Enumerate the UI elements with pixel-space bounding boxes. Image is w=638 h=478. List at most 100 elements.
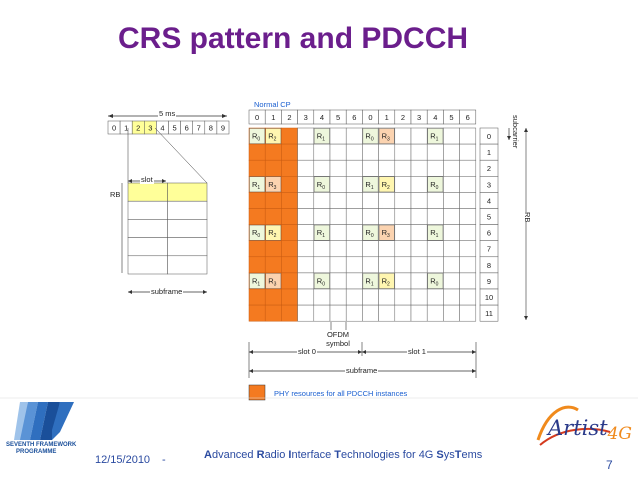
symbol-index-8: 1 — [385, 113, 389, 122]
slot1-arrow-left-head — [362, 350, 366, 354]
subcarrier-cell-11 — [479, 304, 499, 322]
subframe-index-3: 3 — [148, 124, 152, 133]
crs-label-15: R0 — [365, 228, 373, 239]
subframe-arrow-right-head — [203, 290, 207, 294]
rb-right-bracket-bottom-head — [524, 316, 528, 320]
subframe-index-6: 6 — [185, 124, 189, 133]
tagline-part-7: echnologies for 4G — [341, 449, 437, 461]
crs-cell-14 — [314, 224, 330, 241]
footer-tagline: Advanced Radio Interface Technologies fo… — [204, 449, 482, 461]
slide-title: CRS pattern and PDCCH — [118, 22, 469, 55]
subframe-cell-9 — [216, 120, 230, 135]
symbol-index-0: 0 — [255, 113, 259, 122]
tagline-part-1: dvanced — [211, 449, 257, 461]
crs-label-6: R1 — [252, 180, 260, 191]
symbol-index-10: 3 — [417, 113, 421, 122]
symbol-index-3: 3 — [304, 113, 308, 122]
rb-label-left: RB — [110, 190, 121, 199]
crs-cell-21 — [362, 273, 379, 289]
crs-label-23: R0 — [430, 276, 438, 287]
subframe-label-right: subframe — [345, 366, 379, 375]
subcarrier-arrow-head — [507, 136, 511, 140]
crs-label-8: R0 — [317, 180, 325, 191]
tagline-part-2: R — [256, 449, 265, 461]
span-arrow-right-head — [222, 114, 227, 118]
crs-label-13: R2 — [268, 228, 276, 239]
crs-cell-13 — [265, 224, 282, 241]
rb-cell-right-4 — [167, 255, 208, 275]
subcarrier-index-1: 1 — [487, 148, 491, 157]
symbol-index-4: 4 — [320, 113, 324, 122]
symbol-header-cell-13 — [459, 109, 477, 125]
crs-cell-22 — [378, 273, 395, 289]
symbol-index-12: 5 — [449, 113, 453, 122]
fp7-logo-icon — [14, 402, 74, 440]
guide-line-right — [154, 127, 208, 184]
crs-cell-5 — [427, 128, 444, 144]
fp7-logo-line2: PROGRAMME — [16, 449, 57, 455]
subframe-index-1: 1 — [124, 124, 128, 133]
crs-label-16: R3 — [382, 228, 390, 239]
artist4g-wordmark-suffix: 4G — [607, 424, 632, 444]
tagline-part-9: ys — [443, 449, 455, 461]
crs-label-20: R0 — [317, 276, 325, 287]
subframe-index-7: 7 — [197, 124, 201, 133]
subframe-index-4: 4 — [160, 124, 164, 133]
symbol-index-6: 6 — [352, 113, 356, 122]
tagline-part-0: A — [204, 449, 212, 461]
symbol-index-13: 6 — [466, 113, 470, 122]
subframe-arrow-left-head — [128, 290, 132, 294]
crs-label-2: R1 — [317, 132, 325, 143]
crs-label-14: R1 — [317, 228, 325, 239]
grid-cell — [459, 304, 477, 322]
crs-cell-23 — [427, 273, 444, 289]
symbol-index-7: 0 — [368, 113, 372, 122]
slot-arrow-right-head — [162, 179, 166, 183]
crs-label-9: R1 — [365, 180, 373, 191]
crs-cell-17 — [427, 224, 444, 241]
symbol-index-11: 4 — [433, 113, 437, 122]
slot1-arrow-right-head — [472, 350, 476, 354]
crs-cell-20 — [314, 273, 330, 289]
crs-label-7: R3 — [268, 180, 276, 191]
slot0-arrow-right-head — [358, 350, 362, 354]
artist4g-logo-icon — [536, 405, 611, 446]
crs-cell-15 — [362, 224, 379, 241]
crs-cell-3 — [362, 128, 379, 144]
crs-label-0: R0 — [252, 132, 260, 143]
slot0-arrow-left-head — [249, 350, 253, 354]
crs-cell-1 — [265, 128, 282, 144]
symbol-index-2: 2 — [287, 113, 291, 122]
rb-grid-left — [127, 182, 208, 275]
subframe-index-5: 5 — [172, 124, 176, 133]
crs-cell-12 — [249, 224, 265, 241]
crs-cell-11 — [427, 176, 444, 193]
subframe-index-0: 0 — [112, 124, 116, 133]
footer-separator: - — [162, 454, 166, 466]
tagline-part-3: adio — [264, 449, 289, 461]
subframe-index-8: 8 — [209, 124, 213, 133]
rb-right-bracket-top-head — [524, 128, 528, 132]
artist4g-wordmark: Artist4G — [548, 416, 632, 444]
subframe-index-9: 9 — [221, 124, 225, 133]
symbol-index-1: 1 — [271, 113, 275, 122]
symbol-index-row: 0 1 2 3 4 5 6 0 1 2 3 4 5 6 — [248, 109, 477, 125]
fp7-logo-line1: SEVENTH FRAMEWORK — [6, 442, 77, 448]
crs-cell-16 — [378, 224, 395, 241]
symbol-index-9: 2 — [401, 113, 405, 122]
crs-cell-19 — [265, 273, 282, 289]
subcarrier-index-2: 2 — [487, 164, 491, 173]
crs-label-21: R1 — [365, 276, 373, 287]
subcarrier-index-4: 4 — [487, 196, 491, 205]
artist4g-wordmark-text: Artist — [548, 416, 608, 440]
subframe-label-left: subframe — [150, 287, 184, 296]
tagline-part-8: S — [436, 449, 444, 461]
page-number: 7 — [606, 458, 613, 472]
tagline-part-6: T — [334, 449, 342, 461]
slot-label: slot — [140, 175, 154, 184]
crs-cell-0 — [249, 128, 265, 144]
crs-label-5: R1 — [430, 132, 438, 143]
